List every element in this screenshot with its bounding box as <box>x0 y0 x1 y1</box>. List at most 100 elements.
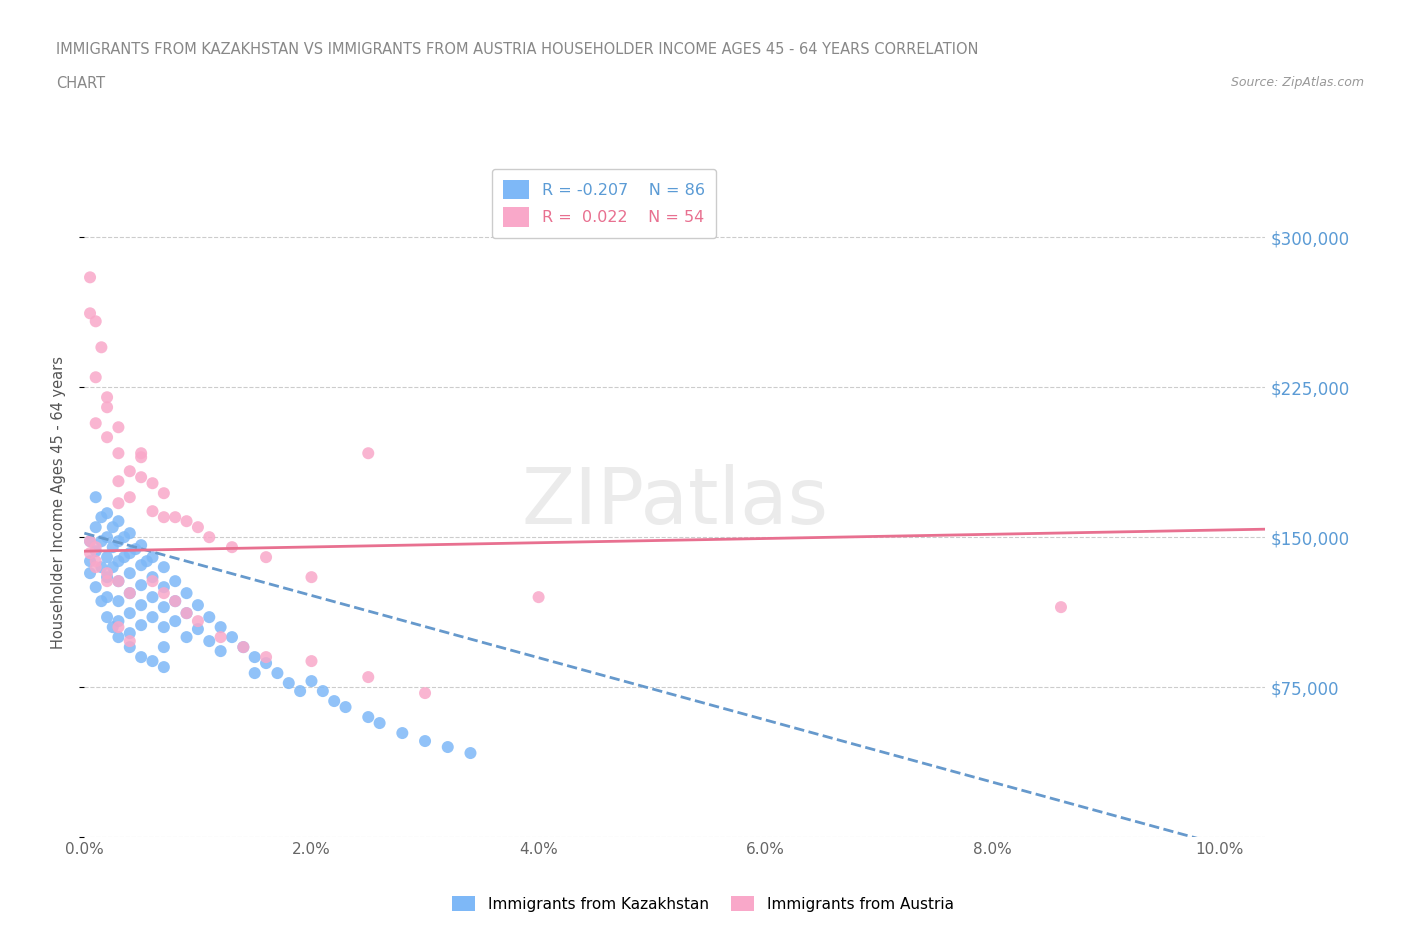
Point <box>118 605 141 620</box>
Point <box>107 619 129 634</box>
Point <box>221 539 243 554</box>
Point <box>84 544 107 559</box>
Point <box>243 650 266 665</box>
Point <box>129 650 152 665</box>
Point <box>176 605 198 620</box>
Point <box>187 614 209 629</box>
Point <box>153 485 176 500</box>
Point <box>118 565 141 580</box>
Point <box>79 306 101 321</box>
Point <box>198 633 221 648</box>
Point <box>323 694 346 709</box>
Point <box>357 445 380 460</box>
Point <box>84 370 107 385</box>
Point <box>84 416 107 431</box>
Point <box>79 546 101 561</box>
Point <box>129 470 152 485</box>
Point <box>124 542 146 557</box>
Point <box>118 490 141 505</box>
Point <box>357 670 380 684</box>
Point <box>118 586 141 601</box>
Point <box>176 630 198 644</box>
Point <box>107 496 129 511</box>
Point <box>107 445 129 460</box>
Point <box>221 630 243 644</box>
Point <box>368 715 391 730</box>
Point <box>84 579 107 594</box>
Point <box>153 510 176 525</box>
Point <box>165 614 187 629</box>
Point <box>436 739 458 754</box>
Point <box>96 610 118 625</box>
Point <box>101 520 124 535</box>
Point <box>129 558 152 573</box>
Point <box>312 684 335 698</box>
Point <box>107 630 129 644</box>
Text: ZIPatlas: ZIPatlas <box>522 464 828 540</box>
Point <box>96 530 118 545</box>
Point <box>357 710 380 724</box>
Point <box>107 593 129 608</box>
Point <box>129 450 152 465</box>
Point <box>165 574 187 589</box>
Point <box>391 725 413 740</box>
Point <box>107 553 129 568</box>
Point <box>141 654 163 669</box>
Point <box>96 590 118 604</box>
Point <box>1050 600 1073 615</box>
Point <box>79 270 101 285</box>
Point <box>153 640 176 655</box>
Point <box>288 684 311 698</box>
Legend: R = -0.207    N = 86, R =  0.022    N = 54: R = -0.207 N = 86, R = 0.022 N = 54 <box>492 168 716 238</box>
Point <box>301 673 323 688</box>
Point <box>153 579 176 594</box>
Point <box>141 570 163 585</box>
Point <box>460 746 482 761</box>
Point <box>84 539 107 554</box>
Point <box>90 560 112 575</box>
Point <box>118 633 141 648</box>
Point <box>209 619 232 634</box>
Point <box>107 419 129 434</box>
Point <box>141 610 163 625</box>
Point <box>107 534 129 549</box>
Point <box>129 598 152 613</box>
Point <box>254 550 277 565</box>
Point <box>165 593 187 608</box>
Point <box>266 666 288 681</box>
Point <box>243 666 266 681</box>
Point <box>135 553 157 568</box>
Point <box>301 654 323 669</box>
Point <box>413 734 436 749</box>
Point <box>118 546 141 561</box>
Point <box>90 534 112 549</box>
Point <box>96 400 118 415</box>
Point <box>96 570 118 585</box>
Point <box>79 553 101 568</box>
Point <box>141 590 163 604</box>
Point <box>96 550 118 565</box>
Point <box>84 490 107 505</box>
Point <box>107 614 129 629</box>
Point <box>79 534 101 549</box>
Point <box>232 640 254 655</box>
Point <box>107 473 129 488</box>
Point <box>84 520 107 535</box>
Point <box>153 560 176 575</box>
Point <box>118 586 141 601</box>
Point <box>277 676 299 691</box>
Point <box>187 598 209 613</box>
Point <box>141 476 163 491</box>
Point <box>209 630 232 644</box>
Point <box>153 619 176 634</box>
Point <box>153 659 176 674</box>
Point <box>141 504 163 519</box>
Point <box>527 590 550 604</box>
Point <box>176 513 198 528</box>
Point <box>101 539 124 554</box>
Point <box>153 586 176 601</box>
Point <box>112 550 135 565</box>
Point <box>187 621 209 636</box>
Legend: Immigrants from Kazakhstan, Immigrants from Austria: Immigrants from Kazakhstan, Immigrants f… <box>446 889 960 918</box>
Point <box>101 619 124 634</box>
